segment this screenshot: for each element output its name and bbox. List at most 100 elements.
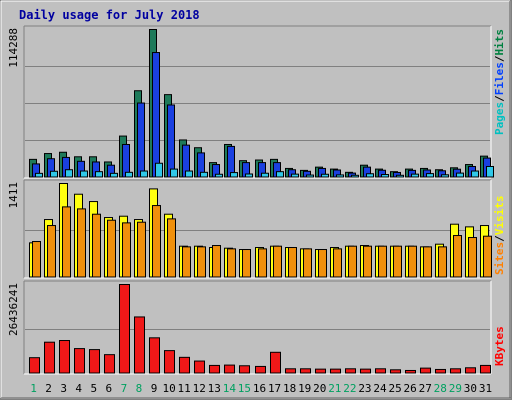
bar-kbytes-31 <box>480 364 491 374</box>
bar-kbytes-26 <box>405 369 416 374</box>
x-tick-label-31: 31 <box>479 382 492 395</box>
x-tick-label-19: 19 <box>298 382 311 395</box>
bar-pages-23 <box>366 173 374 178</box>
bar-kbytes-21 <box>330 368 341 374</box>
x-tick-label-27: 27 <box>419 382 432 395</box>
legend-item-hits: Hits <box>493 29 506 56</box>
y-max-label: 26436241 <box>7 283 20 336</box>
legend-separator: / <box>493 55 506 62</box>
legend-item-sites: Sites <box>493 242 506 275</box>
bar-sites-22 <box>348 245 357 278</box>
bar-pages-21 <box>336 174 344 178</box>
bar-sites-5 <box>92 213 101 278</box>
x-tick-label-12: 12 <box>193 382 206 395</box>
bar-kbytes-4 <box>74 348 85 374</box>
x-tick-label-24: 24 <box>373 382 387 395</box>
x-tick-label-20: 20 <box>313 382 326 395</box>
x-tick-label-9: 9 <box>151 382 158 395</box>
bar-kbytes-28 <box>435 368 446 374</box>
bar-kbytes-1 <box>29 357 40 374</box>
bar-pages-13 <box>215 173 223 178</box>
bar-sites-9 <box>152 205 161 278</box>
bar-kbytes-11 <box>179 356 190 374</box>
bar-pages-28 <box>441 174 449 178</box>
bar-kbytes-20 <box>315 368 326 374</box>
bar-kbytes-15 <box>239 365 250 374</box>
bar-kbytes-27 <box>420 367 431 374</box>
bar-kbytes-17 <box>270 351 281 374</box>
x-tick-label-15: 15 <box>238 382 251 395</box>
bar-pages-7 <box>125 171 133 178</box>
legend: Pages/Files/Hits <box>493 29 506 135</box>
x-tick-label-18: 18 <box>283 382 296 395</box>
y-max-label: 1411 <box>7 182 20 209</box>
bar-pages-19 <box>306 174 314 178</box>
x-tick-label-10: 10 <box>162 382 175 395</box>
bar-files-9 <box>152 52 160 178</box>
bar-sites-28 <box>438 246 447 278</box>
bar-kbytes-6 <box>104 354 115 374</box>
series-kbytes <box>29 284 491 374</box>
bar-pages-25 <box>396 174 404 178</box>
bar-pages-4 <box>80 170 88 178</box>
legend-item-kbytes: KBytes <box>493 326 506 366</box>
chart-title: Daily usage for July 2018 <box>19 8 200 22</box>
bar-sites-19 <box>303 248 312 278</box>
x-tick-label-1: 1 <box>30 382 37 395</box>
x-tick-label-28: 28 <box>434 382 447 395</box>
bar-pages-9 <box>155 162 163 178</box>
legend: Sites/Visits <box>493 196 506 276</box>
x-tick-label-17: 17 <box>268 382 281 395</box>
x-tick-label-5: 5 <box>90 382 97 395</box>
x-tick-label-16: 16 <box>253 382 266 395</box>
y-max-label: 114288 <box>7 28 20 68</box>
bar-sites-6 <box>107 219 116 278</box>
bar-sites-3 <box>62 206 71 278</box>
plot-area <box>24 26 491 178</box>
bar-pages-8 <box>140 170 148 178</box>
bar-sites-13 <box>212 245 221 278</box>
bar-pages-31 <box>486 165 494 178</box>
bar-sites-30 <box>468 237 477 278</box>
bar-sites-16 <box>258 248 267 278</box>
legend-item-pages: Pages <box>493 102 506 135</box>
bar-pages-14 <box>230 172 238 178</box>
series-sites <box>32 205 492 278</box>
x-tick-label-8: 8 <box>136 382 143 395</box>
bar-pages-27 <box>426 173 434 178</box>
bar-kbytes-18 <box>285 368 296 374</box>
bar-pages-17 <box>276 171 284 178</box>
bar-pages-11 <box>185 170 193 178</box>
bar-kbytes-2 <box>44 341 55 374</box>
bar-kbytes-23 <box>360 368 371 374</box>
x-tick-label-4: 4 <box>75 382 82 395</box>
x-tick-label-11: 11 <box>178 382 191 395</box>
bar-kbytes-8 <box>134 316 145 374</box>
bar-pages-10 <box>170 168 178 178</box>
bar-kbytes-5 <box>89 349 100 374</box>
bar-pages-24 <box>381 174 389 178</box>
bar-kbytes-19 <box>300 368 311 374</box>
legend-item-visits: Visits <box>493 196 506 236</box>
x-tick-label-13: 13 <box>208 382 221 395</box>
bar-kbytes-12 <box>194 360 205 374</box>
legend-item-files: Files <box>493 62 506 95</box>
bar-sites-11 <box>182 246 191 278</box>
legend-separator: / <box>493 235 506 242</box>
bar-pages-29 <box>456 172 464 178</box>
legend: KBytes <box>493 326 506 366</box>
bar-kbytes-14 <box>224 364 235 374</box>
bar-sites-14 <box>227 248 236 278</box>
bar-sites-12 <box>197 246 206 278</box>
bar-sites-27 <box>423 246 432 278</box>
bar-sites-7 <box>122 222 131 278</box>
bar-pages-18 <box>291 173 299 178</box>
bar-sites-2 <box>47 225 56 278</box>
x-tick-label-6: 6 <box>106 382 113 395</box>
bar-sites-1 <box>32 241 41 278</box>
bar-sites-26 <box>408 245 417 278</box>
bar-kbytes-3 <box>59 340 70 374</box>
bar-pages-26 <box>411 173 419 178</box>
bar-kbytes-9 <box>149 337 160 374</box>
